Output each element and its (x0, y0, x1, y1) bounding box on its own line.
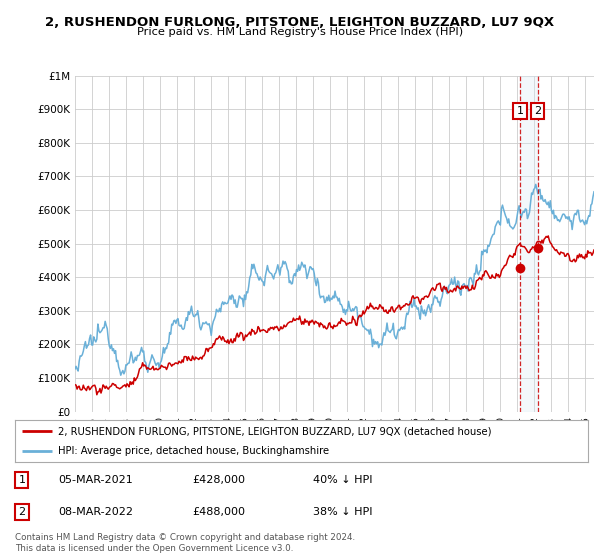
Bar (520, 76, 538, 412)
Text: 2, RUSHENDON FURLONG, PITSTONE, LEIGHTON BUZZARD, LU7 9QX (detached house): 2, RUSHENDON FURLONG, PITSTONE, LEIGHTON… (58, 426, 491, 436)
Text: HPI: Average price, detached house, Buckinghamshire: HPI: Average price, detached house, Buck… (58, 446, 329, 456)
Text: £488,000: £488,000 (193, 507, 245, 517)
Text: 08-MAR-2022: 08-MAR-2022 (58, 507, 133, 517)
Text: £428,000: £428,000 (193, 475, 245, 484)
Text: 05-MAR-2021: 05-MAR-2021 (58, 475, 133, 484)
Text: Price paid vs. HM Land Registry's House Price Index (HPI): Price paid vs. HM Land Registry's House … (137, 27, 463, 37)
Text: 1: 1 (517, 106, 524, 116)
Text: 2: 2 (19, 507, 25, 517)
Text: Contains HM Land Registry data © Crown copyright and database right 2024.
This d: Contains HM Land Registry data © Crown c… (15, 533, 355, 553)
Text: 2, RUSHENDON FURLONG, PITSTONE, LEIGHTON BUZZARD, LU7 9QX: 2, RUSHENDON FURLONG, PITSTONE, LEIGHTON… (46, 16, 554, 29)
Text: 1: 1 (19, 475, 25, 484)
Text: 40% ↓ HPI: 40% ↓ HPI (313, 475, 373, 484)
Text: 38% ↓ HPI: 38% ↓ HPI (313, 507, 373, 517)
Text: 2: 2 (534, 106, 541, 116)
